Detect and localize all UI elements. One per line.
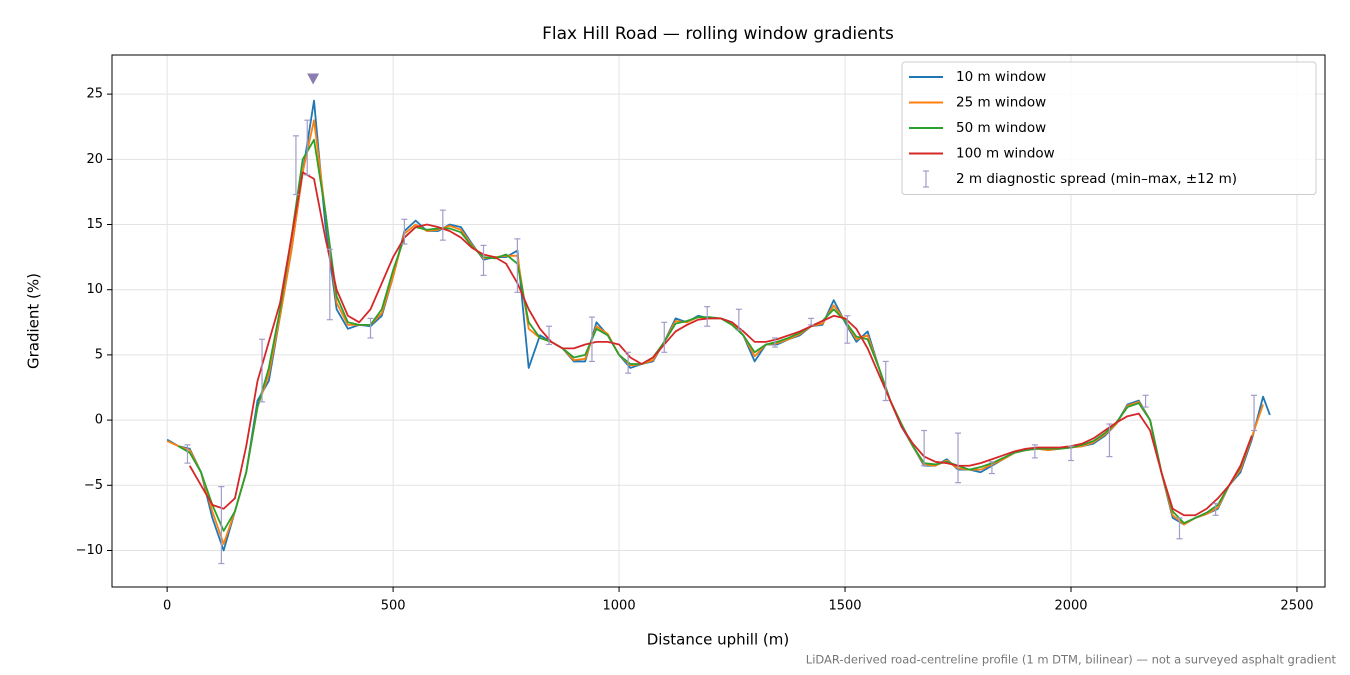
plot-area bbox=[166, 99, 1271, 565]
error-bar bbox=[514, 238, 521, 293]
footnote: LiDAR-derived road-centreline profile (1… bbox=[806, 653, 1337, 667]
series-line bbox=[188, 171, 1253, 517]
y-tick-label: 20 bbox=[86, 152, 103, 167]
chart-title: Flax Hill Road — rolling window gradient… bbox=[542, 24, 894, 44]
peak-marker bbox=[307, 73, 320, 85]
plot-frame bbox=[111, 54, 1326, 588]
y-tick-label: 25 bbox=[86, 87, 103, 102]
error-bar bbox=[955, 432, 962, 484]
error-bar bbox=[218, 485, 225, 565]
y-tick-label: −10 bbox=[76, 543, 103, 558]
legend-label: 50 m window bbox=[956, 120, 1046, 136]
error-bar bbox=[808, 317, 815, 326]
y-tick-label: 0 bbox=[95, 413, 103, 428]
error-bar bbox=[704, 306, 711, 327]
legend-label: 10 m window bbox=[956, 69, 1046, 85]
error-bar bbox=[1106, 423, 1113, 458]
error-bar bbox=[735, 308, 742, 331]
error-bar bbox=[1142, 394, 1149, 408]
error-bar bbox=[921, 429, 928, 467]
error-bar bbox=[367, 317, 374, 339]
error-bar bbox=[988, 461, 995, 475]
error-bar bbox=[1068, 445, 1075, 462]
error-bar bbox=[844, 315, 851, 344]
error-bar bbox=[661, 321, 668, 353]
error-bar bbox=[1031, 444, 1038, 459]
x-tick-label: 2500 bbox=[1280, 599, 1313, 614]
error-bar bbox=[771, 337, 778, 348]
legend-label: 25 m window bbox=[956, 95, 1046, 111]
error-bar bbox=[546, 325, 553, 346]
x-tick-label: 500 bbox=[381, 599, 406, 614]
x-tick-label: 2000 bbox=[1054, 599, 1087, 614]
y-tick-label: −5 bbox=[84, 478, 103, 493]
error-bar bbox=[480, 244, 487, 276]
error-bar bbox=[625, 351, 632, 374]
legend-label: 2 m diagnostic spread (min–max, ±12 m) bbox=[956, 171, 1237, 187]
y-tick-label: 5 bbox=[95, 347, 103, 362]
error-bar bbox=[439, 209, 446, 241]
error-bar bbox=[1176, 517, 1183, 540]
x-tick-label: 0 bbox=[163, 599, 171, 614]
error-bar bbox=[1251, 394, 1258, 432]
y-tick-label: 10 bbox=[86, 282, 103, 297]
y-axis-label: Gradient (%) bbox=[25, 273, 43, 369]
error-bar bbox=[184, 444, 191, 464]
error-bar bbox=[1212, 502, 1219, 516]
error-bar bbox=[401, 218, 408, 245]
legend-label: 100 m window bbox=[956, 146, 1055, 162]
error-bar bbox=[588, 316, 595, 363]
y-tick-label: 15 bbox=[86, 217, 103, 232]
x-tick-label: 1500 bbox=[828, 599, 861, 614]
error-bar bbox=[304, 119, 311, 176]
x-tick-label: 1000 bbox=[603, 599, 636, 614]
error-bar bbox=[882, 360, 889, 402]
error-bar bbox=[259, 338, 266, 403]
x-axis-label: Distance uphill (m) bbox=[647, 631, 789, 649]
error-bar bbox=[326, 248, 333, 321]
error-bar bbox=[292, 135, 299, 196]
legend-box bbox=[901, 61, 1317, 195]
